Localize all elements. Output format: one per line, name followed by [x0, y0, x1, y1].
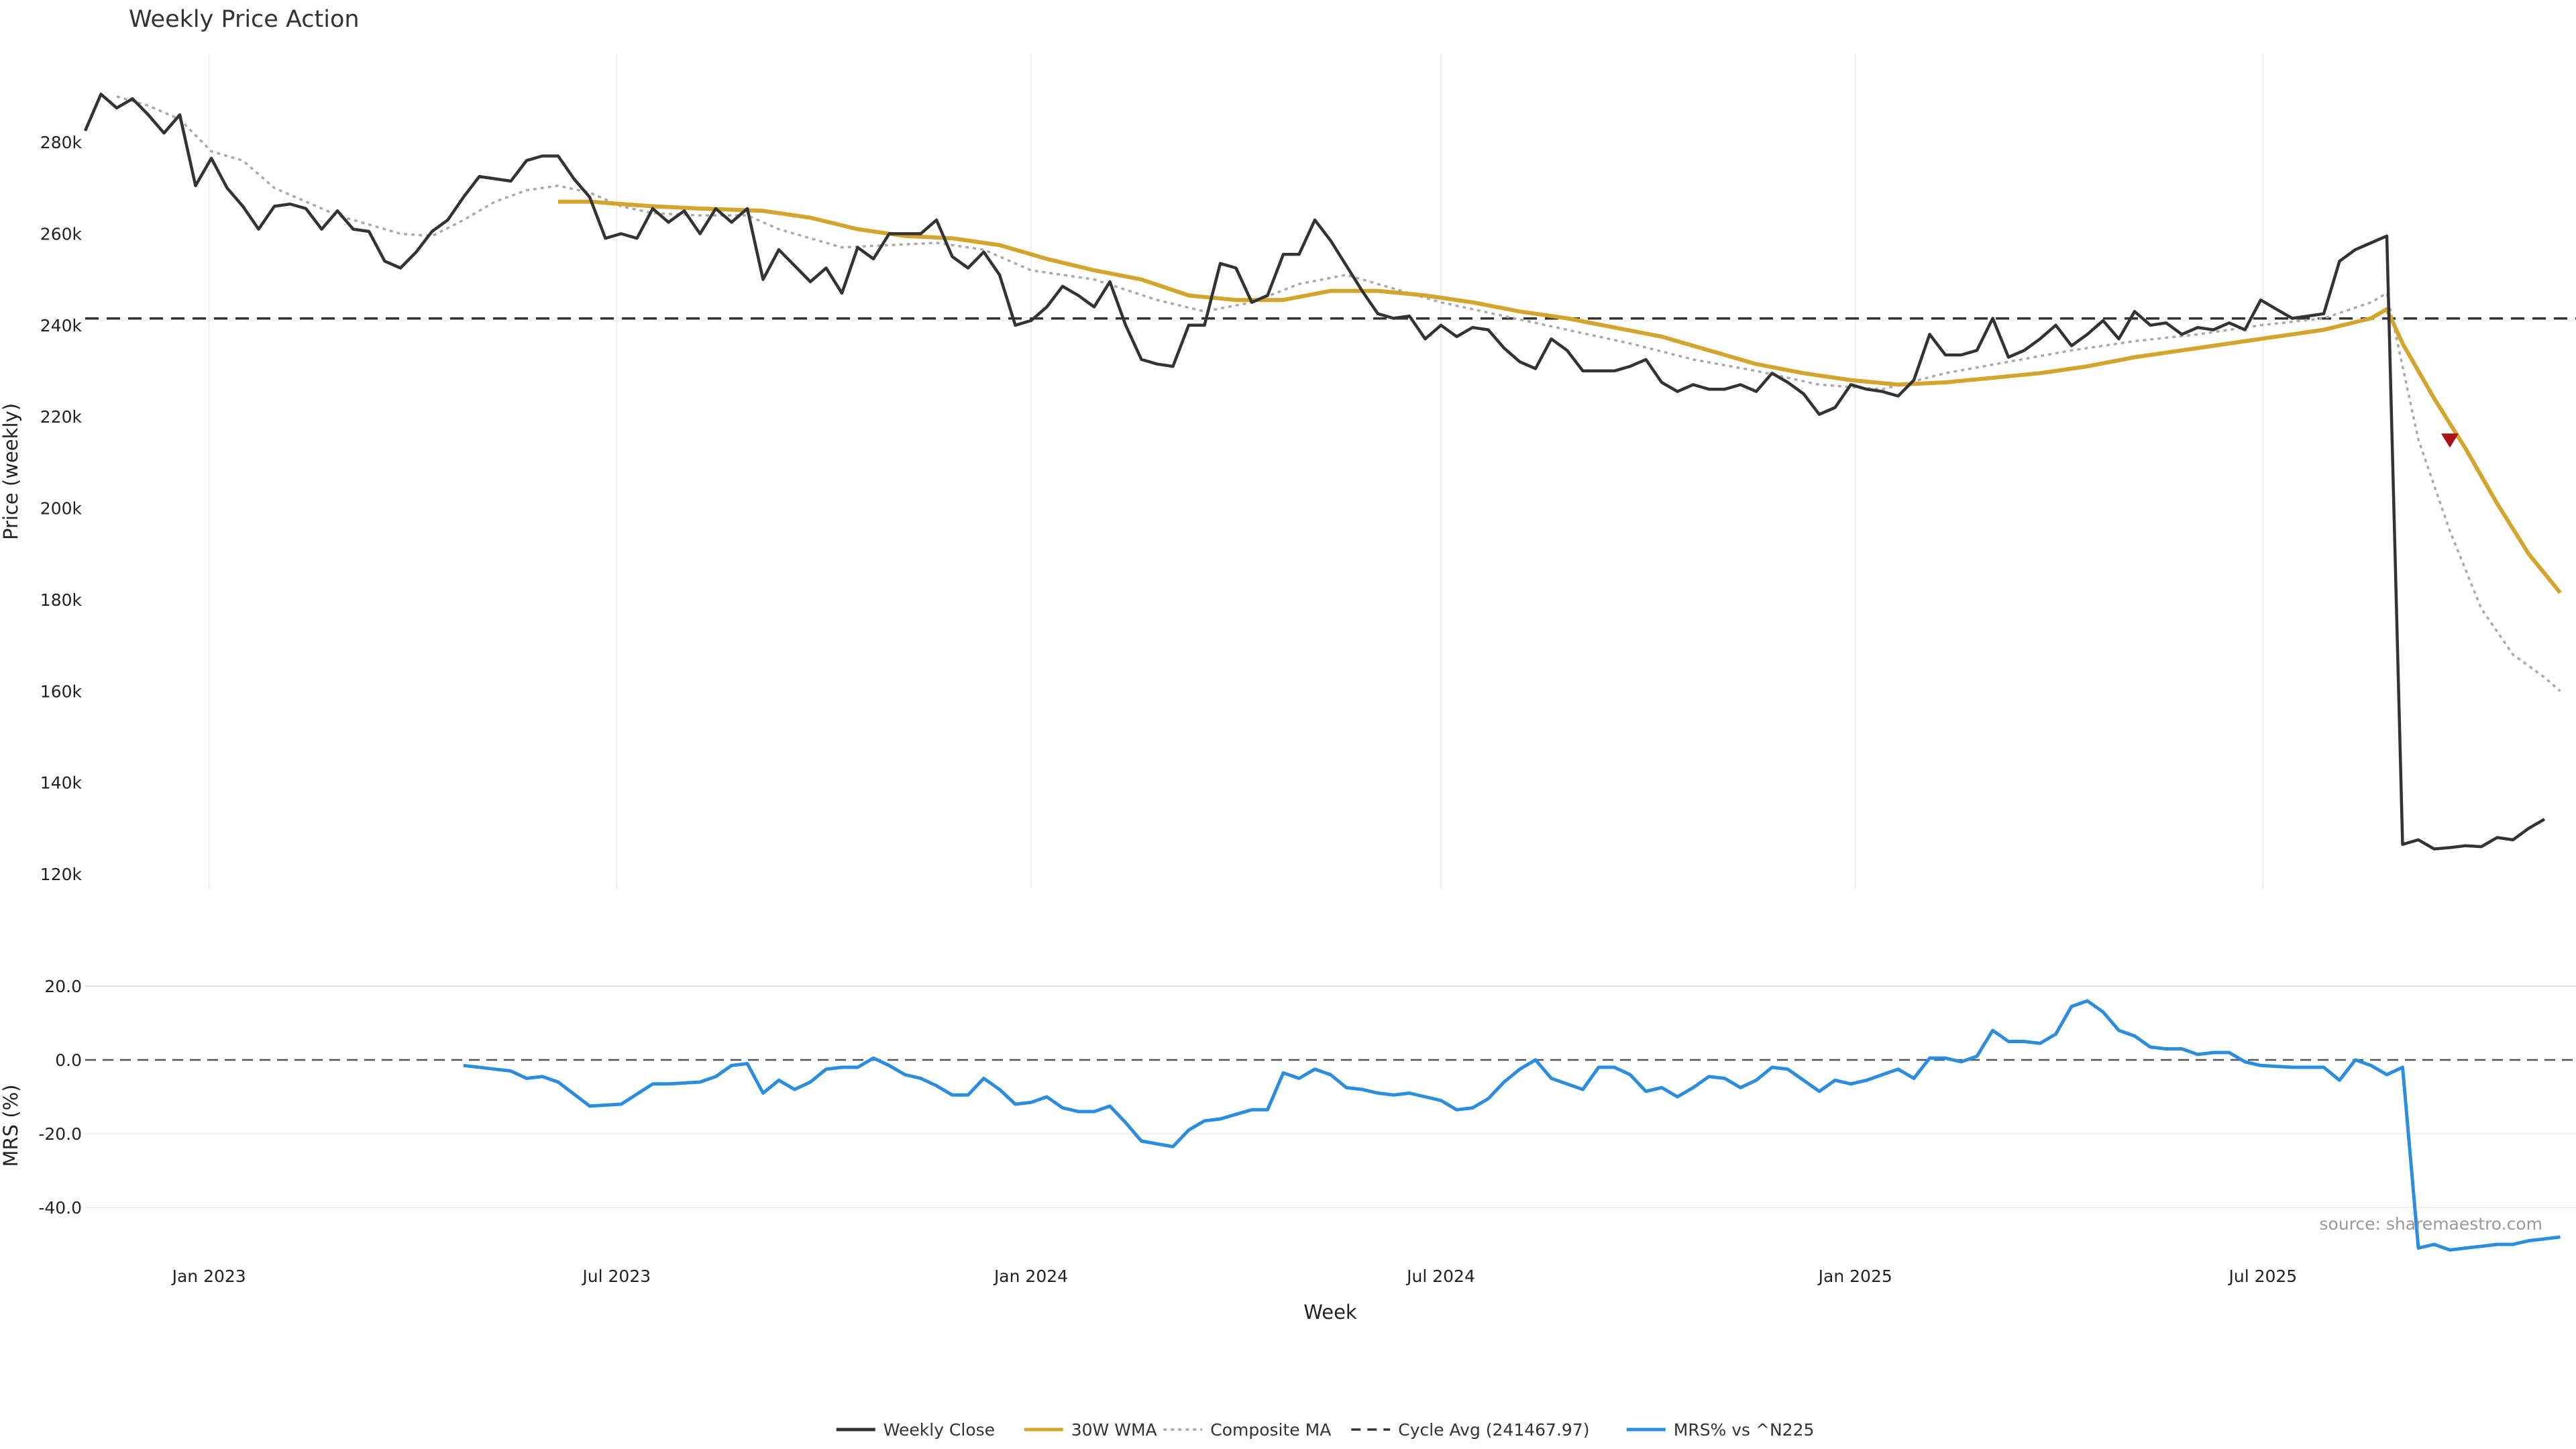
- legend-label: Composite MA: [1210, 1420, 1331, 1440]
- price-y-tick-label: 180k: [40, 590, 83, 610]
- x-tick-label: Jan 2023: [171, 1267, 246, 1286]
- price-y-tick-label: 200k: [40, 499, 83, 519]
- price-panel: 120k 140k 160k 180k 200k 220k 240k 260k 280k: [40, 54, 2576, 889]
- legend-item: Weekly Close: [836, 1420, 995, 1440]
- price-y-axis-label: Price (weekly): [0, 403, 22, 540]
- price-y-tick-label: 260k: [40, 224, 83, 244]
- mrs-panel: -40.0 -20.0 0.0 20.0 Jan 2023 Jul 2023 Jan 202…: [38, 977, 2576, 1286]
- x-axis-label: Week: [1303, 1301, 1357, 1324]
- legend-item: Composite MA: [1163, 1420, 1331, 1440]
- composite-ma-line: [116, 95, 2561, 692]
- x-tick-label: Jul 2023: [581, 1267, 651, 1286]
- mrs-y-tick-label: 0.0: [55, 1051, 82, 1070]
- price-y-tick-label: 160k: [40, 682, 83, 701]
- legend-label: 30W WMA: [1071, 1420, 1157, 1440]
- legend-item: 30W WMA: [1024, 1420, 1157, 1440]
- mrs-line: [463, 999, 2561, 1252]
- x-tick-label: Jul 2025: [2227, 1267, 2297, 1286]
- x-tick-label: Jul 2024: [1405, 1267, 1475, 1286]
- legend-item: MRS% vs ^N225: [1626, 1420, 1815, 1440]
- legend-label: Weekly Close: [883, 1420, 995, 1440]
- legend-label: Cycle Avg (241467.97): [1398, 1420, 1589, 1440]
- price-y-tick-label: 140k: [40, 773, 83, 793]
- price-y-tick-label: 240k: [40, 316, 83, 335]
- mrs-y-tick-label: -20.0: [38, 1124, 82, 1144]
- price-y-tick-label: 120k: [40, 865, 83, 884]
- price-y-tick-label: 220k: [40, 407, 83, 427]
- weekly-close-line: [83, 93, 2546, 851]
- source-annotation: source: sharemaestro.com: [2320, 1214, 2543, 1234]
- mrs-y-axis-label: MRS (%): [0, 1085, 22, 1167]
- mrs-y-tick-label: -40.0: [38, 1198, 82, 1218]
- mrs-y-tick-label: 20.0: [44, 977, 82, 996]
- legend-item: Cycle Avg (241467.97): [1351, 1420, 1589, 1440]
- x-tick-label: Jan 2025: [1817, 1267, 1892, 1286]
- wma-30w-line: [558, 199, 2562, 594]
- x-tick-label: Jan 2024: [993, 1267, 1068, 1286]
- legend: Weekly Close 30W WMA Composite MA Cycle Avg…: [836, 1420, 1815, 1440]
- chart-title: Weekly Price Action: [129, 6, 360, 33]
- price-y-tick-label: 280k: [40, 133, 83, 152]
- legend-label: MRS% vs ^N225: [1674, 1420, 1815, 1440]
- sell-signal-marker: [2441, 433, 2459, 448]
